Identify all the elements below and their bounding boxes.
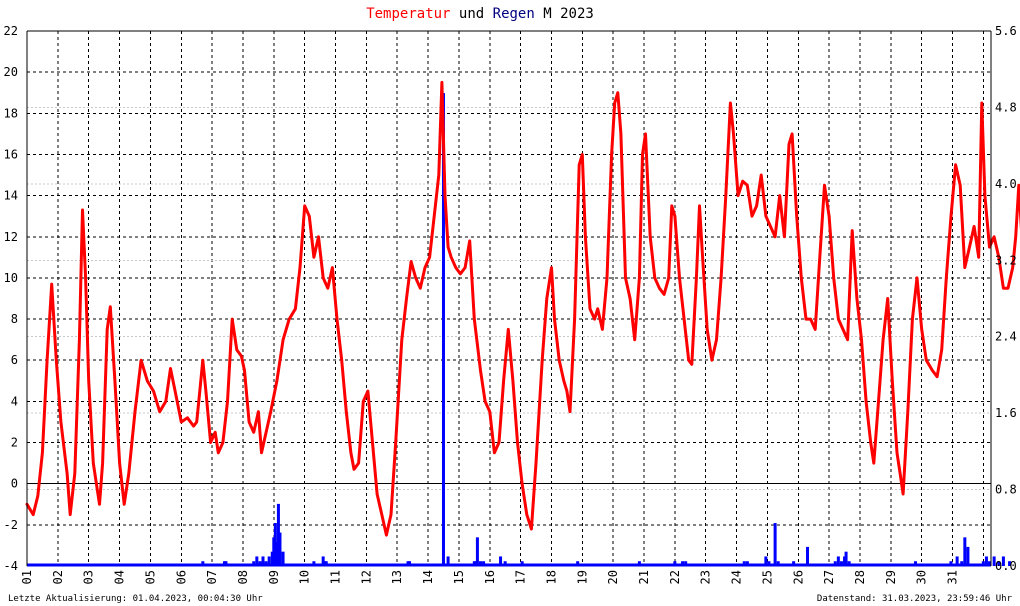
- x-tick-label: 05: [143, 570, 157, 584]
- x-tick-label: 27: [822, 570, 836, 584]
- y-right-tick-label: 0.0: [995, 559, 1017, 573]
- title-und: und: [450, 6, 492, 22]
- x-tick-label: 06: [174, 570, 188, 584]
- x-tick-label: 15: [452, 570, 466, 584]
- rain-bar: [275, 542, 279, 566]
- x-tick-label: 25: [760, 570, 774, 584]
- y-left-tick-label: 4: [11, 394, 18, 408]
- rain-bar: [278, 532, 282, 566]
- y-left-tick-label: 10: [4, 271, 18, 285]
- rain-bar: [475, 537, 479, 566]
- x-tick-label: 07: [205, 570, 219, 584]
- rain-bar: [843, 556, 847, 566]
- x-tick-label: 11: [329, 570, 343, 584]
- y-left-tick-label: 14: [4, 189, 18, 203]
- x-tick-label: 10: [298, 570, 312, 584]
- rain-bar: [255, 556, 259, 566]
- x-tick-label: 09: [267, 570, 281, 584]
- chart-title: Temperatur und Regen M 2023: [366, 6, 594, 22]
- rain-bar: [806, 546, 810, 566]
- x-tick-label: 26: [791, 570, 805, 584]
- rain-bar: [261, 556, 265, 566]
- y-left-tick-label: 22: [4, 24, 18, 38]
- x-tick-label: 01: [20, 570, 34, 584]
- rain-bar: [273, 523, 277, 566]
- axes: [26, 30, 992, 566]
- x-tick-label: 20: [606, 570, 620, 584]
- rain-bar: [321, 556, 325, 566]
- y-left-tick-label: 6: [11, 353, 18, 367]
- rain-bar: [270, 551, 274, 566]
- x-tick-label: 08: [236, 570, 250, 584]
- rain-bar: [963, 537, 967, 566]
- rain-bar: [966, 546, 970, 566]
- temperature-line: [25, 80, 1020, 537]
- x-tick-label: 29: [884, 570, 898, 584]
- rain-bar: [267, 556, 271, 566]
- y-right-tick-label: 4.8: [995, 100, 1017, 114]
- rain-bar: [955, 556, 959, 566]
- y-right-tick-label: 1.6: [995, 406, 1017, 420]
- x-tick-label: 16: [483, 570, 497, 584]
- rain-bar: [276, 503, 280, 566]
- x-tick-label: 19: [575, 570, 589, 584]
- x-tick-label: 28: [853, 570, 867, 584]
- x-tick-label: 31: [946, 570, 960, 584]
- x-tick-label: 30: [915, 570, 929, 584]
- y-left-tick-label: 18: [4, 106, 18, 120]
- x-tick-label: 21: [637, 570, 651, 584]
- y-left-tick-label: 12: [4, 230, 18, 244]
- rain-bar: [499, 556, 503, 566]
- last-update-text: Letzte Aktualisierung: 01.04.2023, 00:04…: [8, 594, 263, 604]
- temperature-series: [25, 80, 1020, 537]
- y-left-tick-label: -4: [4, 559, 18, 573]
- x-tick-label: 22: [668, 570, 682, 584]
- rain-bar: [281, 551, 285, 566]
- rain-bar: [997, 561, 1001, 566]
- title-period: M 2023: [535, 6, 594, 22]
- y-right-tick-label: 0.8: [995, 483, 1017, 497]
- y-right-tick-label: 4.0: [995, 177, 1017, 191]
- rain-bar: [441, 93, 445, 567]
- y-left-tick-label: -2: [4, 518, 18, 532]
- x-tick-label: 17: [514, 570, 528, 584]
- x-tick-label: 13: [390, 570, 404, 584]
- rain-bar: [992, 556, 996, 566]
- y-right-tick-label: 5.6: [995, 24, 1017, 38]
- y-left-tick-label: 2: [11, 436, 18, 450]
- x-tick-label: 24: [730, 570, 744, 584]
- y-left-tick-label: 16: [4, 147, 18, 161]
- y-right-tick-label: 2.4: [995, 330, 1017, 344]
- rain-bar: [1008, 561, 1012, 566]
- rain-bar: [773, 523, 777, 566]
- rain-bar: [1001, 556, 1005, 566]
- x-tick-label: 12: [359, 570, 373, 584]
- rain-bar: [836, 556, 840, 566]
- y-left-tick-label: 20: [4, 65, 18, 79]
- data-status-text: Datenstand: 31.03.2023, 23:59:46 Uhr: [817, 594, 1013, 604]
- rain-bars: [27, 93, 1012, 567]
- rain-bar: [984, 556, 988, 566]
- tick-labels: 2220181614121086420-2-45.64.84.03.22.41.…: [4, 24, 1017, 584]
- rain-bar: [272, 537, 276, 566]
- x-tick-label: 04: [113, 570, 127, 584]
- title-regen: Regen: [493, 6, 535, 22]
- y-left-tick-label: 8: [11, 312, 18, 326]
- rain-bar: [844, 551, 848, 566]
- title-temperature: Temperatur: [366, 6, 450, 22]
- x-tick-label: 03: [82, 570, 96, 584]
- x-tick-label: 23: [699, 570, 713, 584]
- x-tick-label: 02: [51, 570, 65, 584]
- rain-bar: [764, 556, 768, 566]
- y-right-tick-label: 3.2: [995, 253, 1017, 267]
- x-tick-label: 18: [544, 570, 558, 584]
- rain-bar: [446, 556, 450, 566]
- y-left-tick-label: 0: [11, 477, 18, 491]
- x-tick-label: 14: [421, 570, 435, 584]
